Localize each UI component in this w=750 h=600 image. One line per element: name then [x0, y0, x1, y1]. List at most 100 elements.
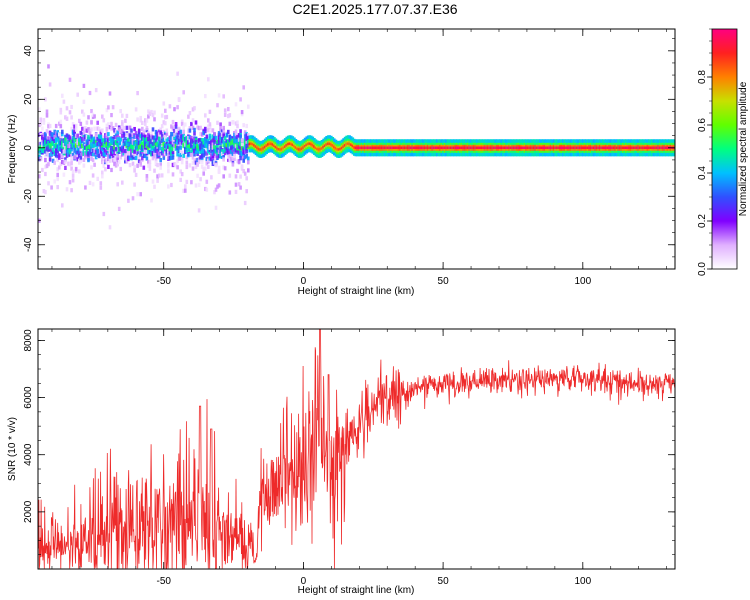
spectrogram-cell	[153, 168, 156, 173]
spectrogram-cell	[137, 155, 141, 160]
spectrogram-cell	[93, 148, 96, 153]
spectrogram-cell	[53, 150, 56, 155]
spectrogram-cell	[233, 153, 236, 159]
spectrogram-cell	[56, 172, 59, 177]
spectrogram-cell	[242, 149, 245, 154]
spectrogram-cell	[225, 145, 229, 150]
spectrogram-cell	[228, 190, 232, 195]
spectrogram-cell	[133, 155, 136, 160]
spectrogram-cell	[141, 120, 144, 125]
spectrogram-cell	[357, 146, 361, 149]
spectrogram-cell	[99, 149, 103, 154]
spectrogram-cell	[134, 155, 138, 161]
spectrogram-cell	[93, 114, 96, 119]
spectrogram-cell	[148, 166, 152, 171]
spectrogram-cell	[243, 135, 247, 140]
spectrogram-cell	[160, 132, 164, 137]
spectrogram-cell	[151, 113, 155, 118]
spectrogram-cell	[187, 143, 190, 148]
spectrogram-cell	[128, 125, 132, 130]
spectrogram-cell	[144, 121, 147, 126]
spectrogram-cell	[134, 172, 138, 177]
spectrogram-cell	[214, 205, 218, 210]
spectrogram-cell	[168, 135, 172, 140]
spectrogram-cell	[107, 122, 110, 127]
spectrogram-cell	[190, 143, 193, 148]
spectrogram-cell	[104, 158, 107, 163]
spectrogram-cell	[94, 150, 98, 155]
spectrogram-cell	[196, 125, 199, 130]
spectrogram-cell	[148, 141, 152, 146]
spectrogram-cell	[234, 189, 238, 194]
spectrogram-cell	[216, 154, 219, 159]
spectrogram-cell	[174, 163, 178, 168]
spectrogram-x-tick-labels: -50 0 50 100	[156, 276, 591, 287]
spectrogram-cell	[44, 131, 47, 137]
spectrogram-cell	[557, 146, 560, 149]
spectrogram-cell	[44, 97, 47, 102]
x-tick-label: -50	[156, 276, 171, 287]
spectrogram-cell	[58, 142, 61, 147]
spectrogram-cell	[74, 150, 78, 155]
spectrogram-cell	[104, 143, 107, 148]
spectrogram-cell	[65, 106, 69, 111]
spectrogram-cell	[247, 104, 250, 109]
spectrogram-cell	[164, 144, 167, 149]
spectrogram-cell	[197, 159, 201, 164]
spectrogram-cell	[130, 153, 133, 158]
spectrogram-cell	[253, 144, 256, 147]
spectrogram-cell	[222, 139, 225, 144]
spectrogram-cell	[185, 160, 189, 165]
spectrogram-cell	[56, 149, 59, 154]
spectrogram-cell	[45, 139, 49, 144]
spectrogram-cell	[145, 118, 149, 123]
spectrogram-cell	[156, 163, 159, 168]
spectrogram-cell	[38, 122, 41, 128]
spectrogram-cell	[638, 146, 642, 149]
spectrogram-cell	[130, 149, 133, 154]
spectrogram-cell	[107, 105, 110, 110]
spectrogram-cell	[171, 119, 175, 125]
spectrogram-cell	[81, 134, 84, 139]
spectrogram-cell	[237, 137, 241, 142]
spectrogram-cell	[91, 173, 95, 178]
spectrogram-cell	[452, 146, 456, 149]
spectrogram-cell	[240, 164, 244, 169]
spectrogram-cell	[61, 132, 64, 137]
spectrogram-cell	[73, 148, 76, 153]
spectrogram-cell	[162, 142, 166, 147]
spectrogram-cell	[82, 142, 86, 147]
spectrogram-cell	[45, 129, 49, 134]
spectrogram-cell	[47, 64, 50, 69]
spectrogram-cell	[204, 126, 207, 131]
spectrogram-cell	[240, 138, 244, 143]
spectrogram-cell	[483, 146, 487, 149]
spectrogram-cell	[136, 144, 139, 149]
spectrogram-cell	[190, 135, 193, 141]
spectrogram-cell	[96, 153, 99, 158]
spectrogram-cell	[91, 152, 95, 157]
spectrogram-cell	[134, 141, 138, 146]
spectrogram-cell	[133, 165, 136, 170]
spectrogram-cell	[173, 132, 176, 137]
spectrogram-cell	[110, 121, 113, 126]
spectrogram-cell	[84, 126, 87, 131]
spectrogram-cell	[202, 149, 205, 154]
spectrogram-cell	[222, 143, 225, 148]
spectrogram-cell	[96, 126, 99, 131]
spectrogram-cell	[47, 141, 50, 146]
spectrogram-cell	[494, 146, 497, 149]
spectrogram-cell	[90, 142, 93, 147]
spectrogram-cell	[154, 141, 158, 147]
spectrogram-cell	[79, 147, 83, 152]
spectrogram-cell	[228, 138, 232, 143]
spectrogram-cell	[64, 137, 67, 142]
spectrogram-cell	[157, 147, 161, 152]
spectrogram-cell	[234, 139, 238, 144]
spectrogram-cell	[193, 152, 196, 157]
spectrogram-cell	[204, 166, 207, 171]
spectrogram-cell	[242, 85, 245, 90]
spectrogram-cell	[237, 160, 241, 165]
spectrogram-cell	[108, 147, 112, 152]
spectrogram-cell	[176, 145, 179, 150]
